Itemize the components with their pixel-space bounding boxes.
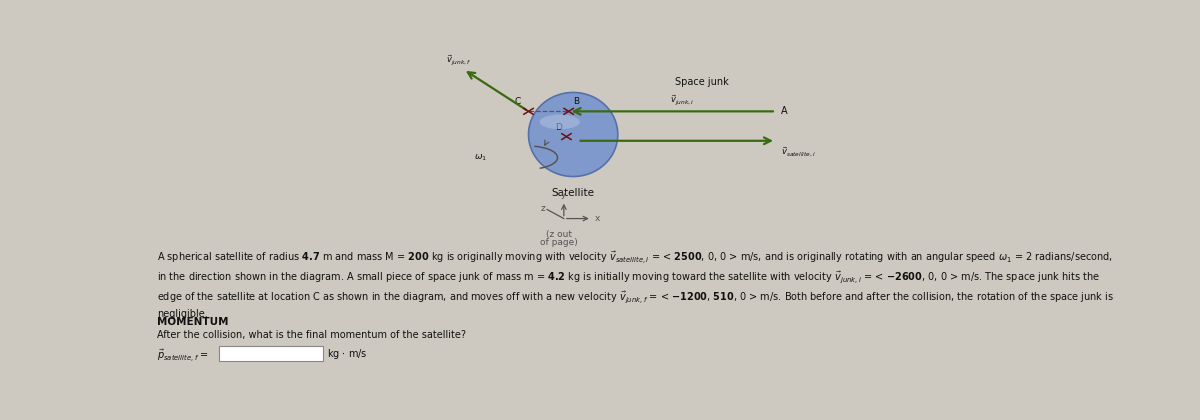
Ellipse shape [528, 92, 618, 176]
Text: $\vec{p}_{satellite,f}$ =: $\vec{p}_{satellite,f}$ = [157, 347, 209, 364]
Text: $\vec{v}_{satellite,i}$: $\vec{v}_{satellite,i}$ [780, 146, 816, 159]
Text: edge of the satellite at location C as shown in the diagram, and moves off with : edge of the satellite at location C as s… [157, 289, 1115, 305]
Text: x: x [594, 214, 600, 223]
Text: $\omega_1$: $\omega_1$ [474, 152, 487, 163]
Text: D: D [554, 123, 562, 132]
Text: negligible.: negligible. [157, 310, 208, 320]
Text: C: C [515, 97, 521, 105]
Text: A: A [780, 106, 787, 116]
Text: After the collision, what is the final momentum of the satellite?: After the collision, what is the final m… [157, 330, 467, 340]
Text: Space junk: Space junk [674, 77, 728, 87]
Text: of page): of page) [540, 238, 578, 247]
Ellipse shape [540, 115, 580, 129]
Text: (z out: (z out [546, 230, 572, 239]
Text: Satellite: Satellite [552, 188, 595, 198]
FancyBboxPatch shape [218, 346, 323, 360]
Text: B: B [574, 97, 580, 105]
Text: y: y [562, 190, 566, 199]
Text: A spherical satellite of radius $\mathbf{4.7}$ m and mass M = $\mathbf{200}$ kg : A spherical satellite of radius $\mathbf… [157, 249, 1114, 266]
Text: in the direction shown in the diagram. A small piece of space junk of mass m = $: in the direction shown in the diagram. A… [157, 269, 1100, 285]
Text: $\vec{v}_{junk,f}$: $\vec{v}_{junk,f}$ [446, 53, 472, 67]
Text: $\vec{v}_{junk,i}$: $\vec{v}_{junk,i}$ [670, 94, 694, 108]
Text: MOMENTUM: MOMENTUM [157, 317, 229, 327]
Text: kg $\cdot$ m/s: kg $\cdot$ m/s [326, 347, 367, 361]
Text: z: z [540, 204, 545, 213]
